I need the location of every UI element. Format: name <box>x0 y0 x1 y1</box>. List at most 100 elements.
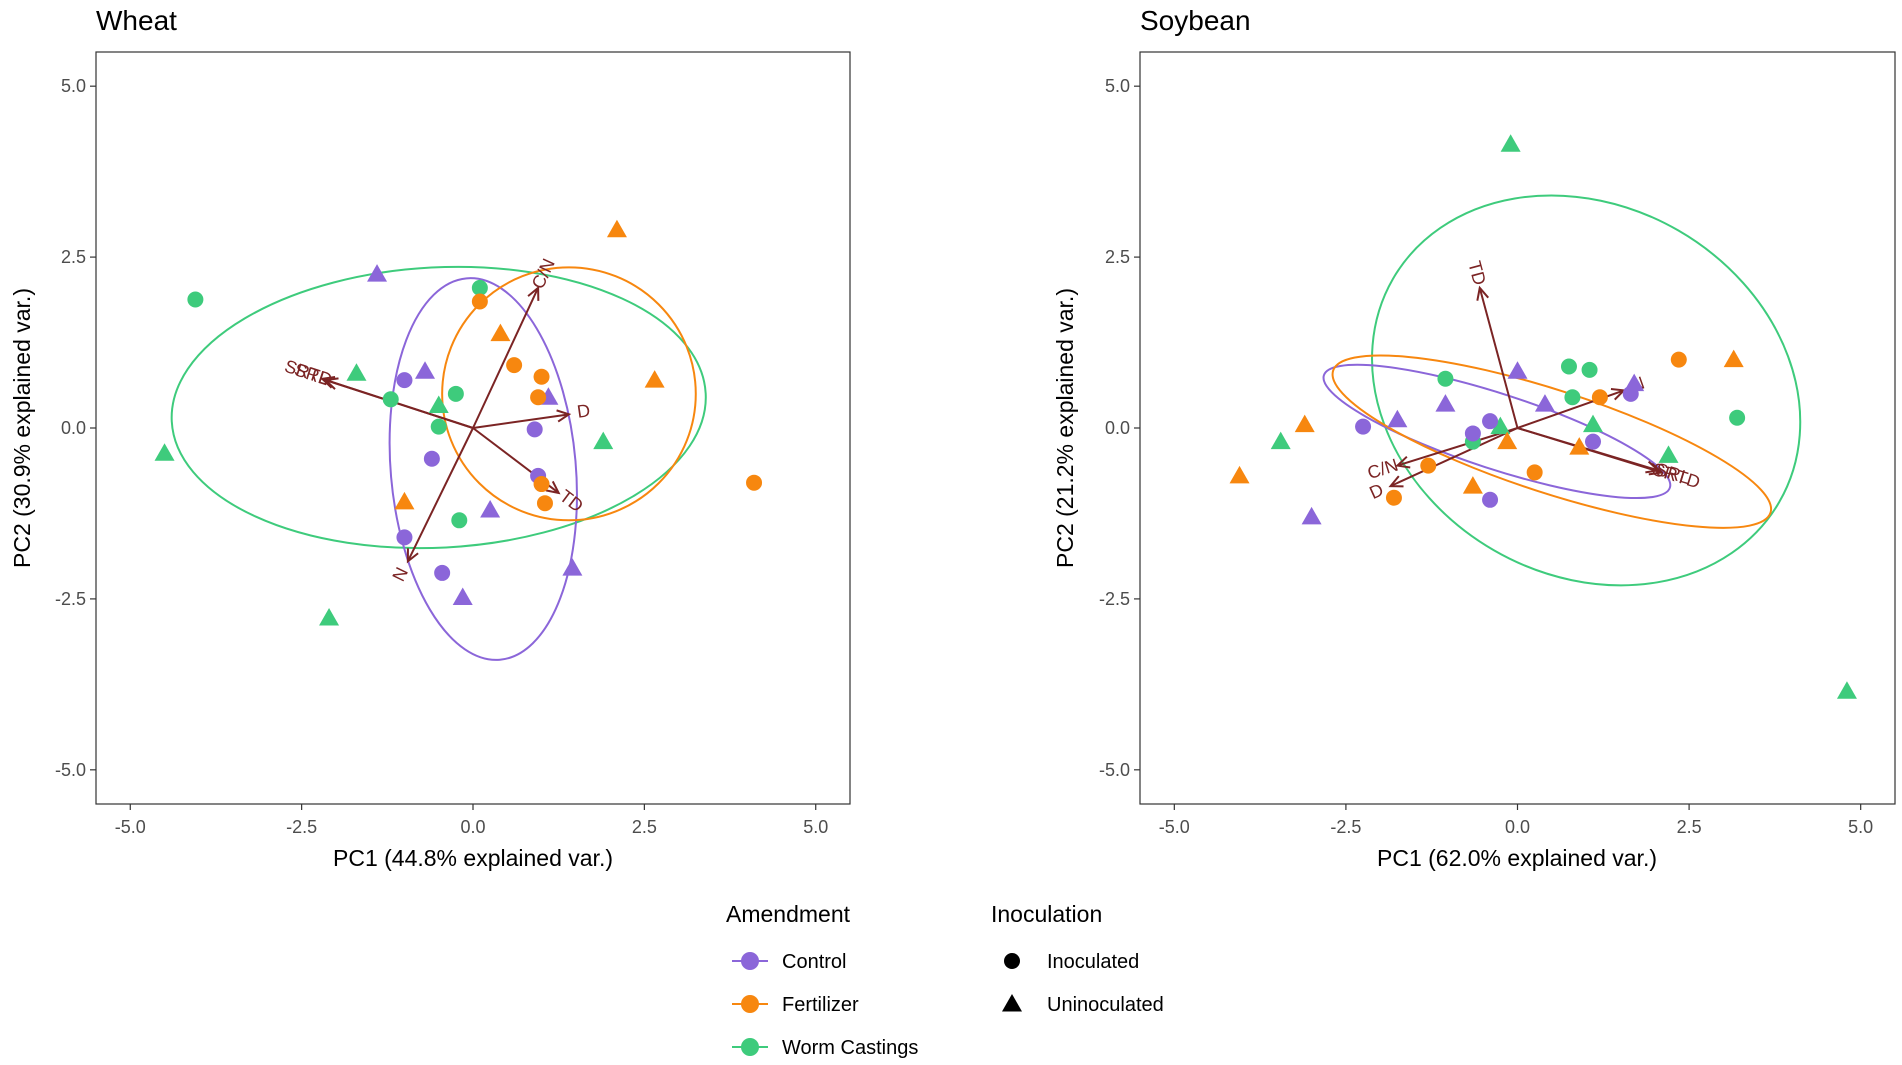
wheat-point-worm_castings-uninoculated <box>154 443 175 461</box>
soybean-points <box>1229 134 1857 699</box>
soybean-panel: Soybean -5.0 -2.5 0.0 2.5 5.0 -5.0 -2.5 0.0 2.5 5… <box>1052 5 1896 871</box>
soybean-point-control-uninoculated <box>1301 506 1322 525</box>
wheat-arrow-d <box>472 413 570 429</box>
soybean-point-fertilizer-uninoculated <box>1497 431 1518 450</box>
soybean-arrow-srtd <box>1517 427 1662 474</box>
soybean-point-fertilizer-inoculated <box>1526 464 1543 481</box>
soybean-point-worm_castings-inoculated <box>1437 370 1454 387</box>
wheat-y-tick-label: 5.0 <box>61 76 86 96</box>
wheat-point-control-uninoculated <box>415 361 436 379</box>
soybean-y-tick-label: -5.0 <box>1099 760 1130 780</box>
legend-label-fertilizer: Fertilizer <box>782 994 859 1016</box>
soybean-point-worm_castings-inoculated <box>1560 358 1577 375</box>
wheat-arrowhead <box>556 409 572 423</box>
soybean-point-control-uninoculated <box>1435 394 1456 412</box>
soybean-x-tick-label: 0.0 <box>1505 817 1530 837</box>
soybean-point-control-uninoculated <box>1507 361 1528 379</box>
wheat-point-worm_castings-uninoculated <box>428 395 449 413</box>
wheat-point-fertilizer-inoculated <box>530 389 547 406</box>
wheat-y-tick-label: -5.0 <box>55 760 86 780</box>
wheat-panel: Wheat -5.0 -2.5 0.0 2.5 5.0 -5.0 -2.5 0.0 2.5 5.0… <box>9 5 851 871</box>
soybean-point-fertilizer-uninoculated <box>1569 437 1590 455</box>
wheat-arrow-n <box>406 427 474 562</box>
wheat-point-fertilizer-inoculated <box>533 476 550 493</box>
soybean-arrow-td <box>1478 287 1519 429</box>
wheat-point-fertilizer-uninoculated <box>644 370 665 388</box>
soybean-x-tick-label: 2.5 <box>1677 817 1702 837</box>
soybean-point-control-inoculated <box>1482 413 1499 430</box>
soybean-xlabel: PC1 (62.0% explained var.) <box>1377 845 1657 871</box>
soybean-point-fertilizer-inoculated <box>1420 457 1437 474</box>
legend-label-circle: Inoculated <box>1047 951 1139 973</box>
soybean-point-control-uninoculated <box>1534 394 1555 412</box>
wheat-y-tick-label: -2.5 <box>55 589 86 609</box>
soybean-arrow-cn <box>1397 427 1518 467</box>
wheat-point-fertilizer-inoculated <box>506 357 523 374</box>
soybean-point-worm_castings-inoculated <box>1729 409 1746 426</box>
wheat-arrow-cn <box>472 287 540 429</box>
wheat-ylabel: PC2 (30.9% explained var.) <box>9 288 35 568</box>
soybean-point-control-inoculated <box>1482 491 1499 508</box>
wheat-arrow-label: D <box>576 400 592 422</box>
wheat-point-fertilizer-uninoculated <box>606 219 627 238</box>
soybean-point-control-inoculated <box>1464 425 1481 442</box>
wheat-point-control-inoculated <box>434 564 451 581</box>
soybean-ylabel: PC2 (21.2% explained var.) <box>1052 288 1078 568</box>
soybean-point-worm_castings-inoculated <box>1564 389 1581 406</box>
soybean-y-tick-label: 2.5 <box>1105 247 1130 267</box>
wheat-y-tick-label: 0.0 <box>61 418 86 438</box>
soybean-point-control-inoculated <box>1585 433 1601 450</box>
wheat-point-fertilizer-inoculated <box>746 474 763 491</box>
legend-swatch-circle <box>1004 953 1020 969</box>
soybean-point-control-uninoculated <box>1624 373 1645 392</box>
wheat-arrowhead <box>545 480 561 495</box>
wheat-point-control-inoculated <box>526 421 543 438</box>
soybean-x-tick-label: -5.0 <box>1159 817 1190 837</box>
legend-swatch-worm_castings <box>741 1038 759 1056</box>
soybean-point-worm_castings-uninoculated <box>1490 416 1511 435</box>
soybean-x-tick-label: 5.0 <box>1848 817 1873 837</box>
soybean-point-worm_castings-uninoculated <box>1500 134 1521 152</box>
wheat-point-fertilizer-inoculated <box>536 495 553 512</box>
wheat-point-control-uninoculated <box>480 500 501 518</box>
soybean-point-control-uninoculated <box>1387 409 1408 428</box>
amendment-legend-title: Amendment <box>726 901 851 927</box>
wheat-point-worm_castings-inoculated <box>430 418 447 435</box>
soybean-title: Soybean <box>1140 5 1251 36</box>
wheat-point-control-uninoculated <box>452 587 473 606</box>
soybean-arrowhead <box>1648 462 1664 476</box>
soybean-point-fertilizer-inoculated <box>1591 389 1608 406</box>
wheat-point-worm_castings-inoculated <box>471 279 488 296</box>
wheat-ellipse-fertilizer <box>441 266 697 522</box>
soybean-point-worm_castings-uninoculated <box>1583 414 1603 433</box>
legend-label-triangle: Uninoculated <box>1047 994 1164 1016</box>
soybean-point-fertilizer-inoculated <box>1385 489 1402 506</box>
wheat-point-fertilizer-uninoculated <box>394 491 415 510</box>
wheat-point-worm_castings-uninoculated <box>593 431 614 450</box>
soybean-arrowhead <box>1388 475 1404 488</box>
wheat-point-control-inoculated <box>423 450 440 467</box>
wheat-point-control-inoculated <box>396 529 413 546</box>
soybean-arrow-d <box>1390 427 1518 488</box>
wheat-point-fertilizer-inoculated <box>471 293 488 310</box>
wheat-point-worm_castings-inoculated <box>447 385 464 402</box>
legend-swatch-fertilizer <box>741 995 759 1013</box>
soybean-y-tick-label: -2.5 <box>1099 589 1130 609</box>
soybean-point-fertilizer-uninoculated <box>1723 349 1744 368</box>
wheat-x-tick-label: 2.5 <box>632 817 657 837</box>
wheat-point-worm_castings-uninoculated <box>346 363 367 381</box>
soybean-point-fertilizer-inoculated <box>1670 351 1687 368</box>
soybean-y-tick-label: 5.0 <box>1105 76 1130 96</box>
soybean-point-fertilizer-uninoculated <box>1229 465 1250 484</box>
soybean-point-worm_castings-uninoculated <box>1270 431 1291 450</box>
wheat-point-fertilizer-inoculated <box>533 368 550 385</box>
wheat-point-worm_castings-inoculated <box>451 512 468 529</box>
wheat-ellipse-control <box>388 277 578 661</box>
wheat-ellipse-worm_castings <box>170 265 707 550</box>
amendment-legend-items: Control Fertilizer Worm Castings <box>732 951 918 1059</box>
wheat-x-tick-label: 5.0 <box>803 817 828 837</box>
soybean-point-control-inoculated <box>1355 418 1372 435</box>
wheat-ellipses <box>170 265 707 661</box>
wheat-arrowhead <box>527 285 540 301</box>
wheat-points <box>154 219 763 626</box>
